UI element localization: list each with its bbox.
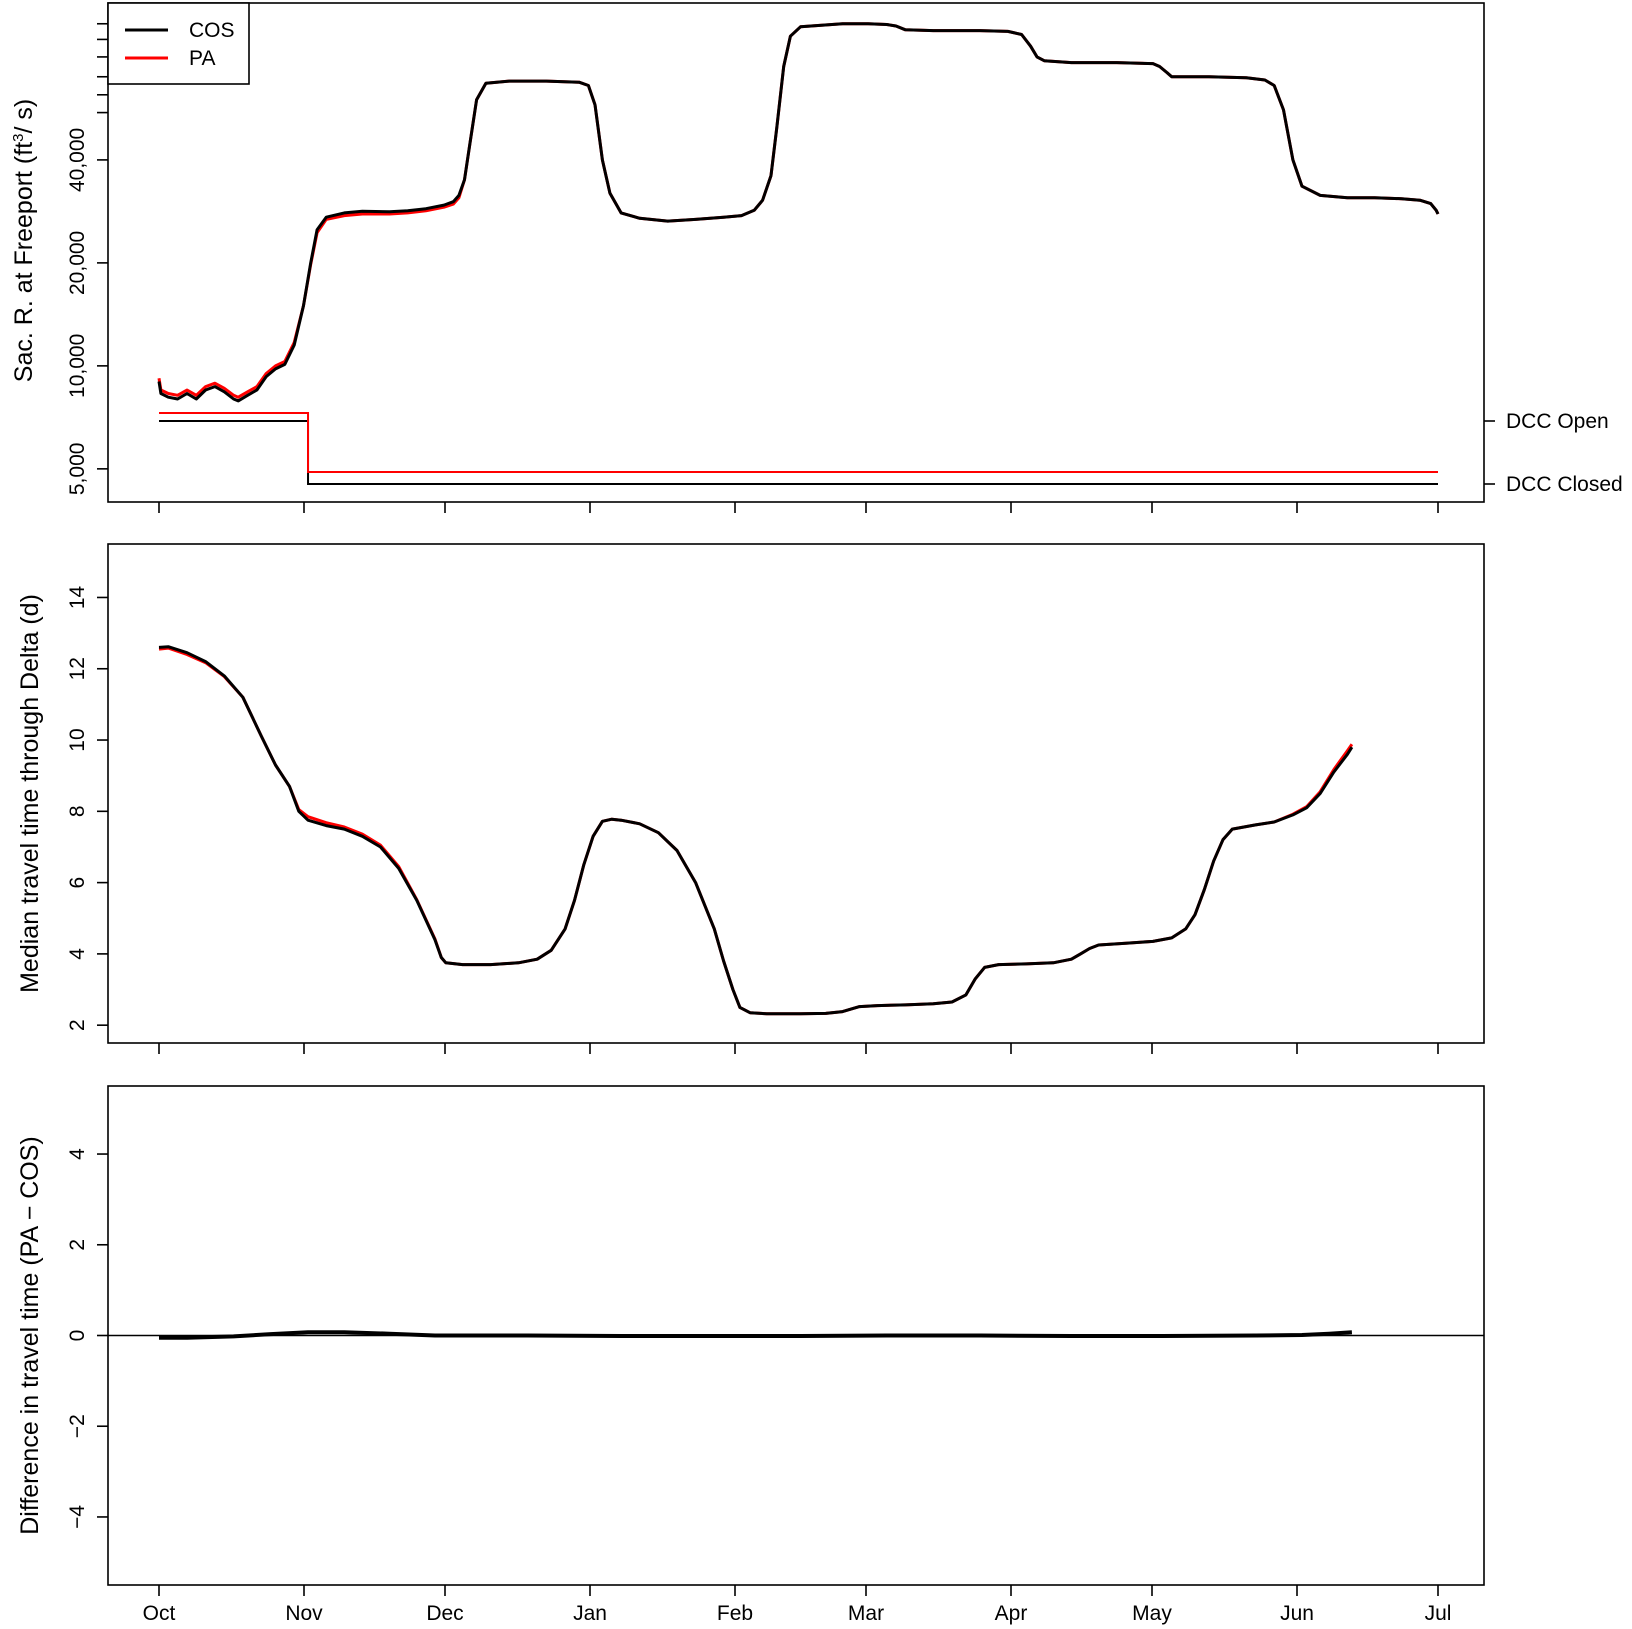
y-tick-label: 5,000 <box>66 443 89 496</box>
x-tick-label: Oct <box>143 1602 176 1625</box>
plot-frame <box>107 543 1485 1044</box>
y-axis-title: Sac. R. at Freeport (ft3/ s) <box>10 99 38 382</box>
y-tick-label: 2 <box>66 1239 89 1251</box>
y-tick-label: −4 <box>66 1505 89 1529</box>
y-tick-label: 10 <box>66 728 89 751</box>
y-axis-title-part: / s) <box>10 99 38 134</box>
x-tick-label: Mar <box>848 1602 884 1625</box>
y-tick-label: 10,000 <box>66 334 89 398</box>
plot-frame <box>107 2 1485 503</box>
panel-difference: Oct Nov Dec Jan Feb Mar Apr May Jun Jul −4 −2 0 2 4 Dif… <box>16 1085 1485 1625</box>
y-tick-label: −2 <box>66 1414 89 1438</box>
y-tick-label: 4 <box>66 1148 89 1160</box>
series-line-pa <box>157 22 1440 399</box>
y-tick-label: 0 <box>66 1330 89 1342</box>
dcc-line-pa <box>159 412 1438 473</box>
right-axis-label: DCC Closed <box>1506 473 1623 496</box>
right-axis-label: DCC Open <box>1506 410 1609 433</box>
y-axis-title: Difference in travel time (PA − COS) <box>16 1136 44 1535</box>
y-tick-label: 20,000 <box>66 231 89 295</box>
x-tick-label: Jul <box>1425 1602 1452 1625</box>
y-tick-label: 40,000 <box>66 128 89 192</box>
series-line-cos <box>158 645 1354 1016</box>
series-line-cos <box>157 22 1440 403</box>
x-tick-label: Nov <box>285 1602 323 1625</box>
panel-travel: 2 4 6 8 10 12 14 Median travel time through Del… <box>16 543 1485 1054</box>
legend-box <box>107 2 250 85</box>
x-tick-label: Jun <box>1280 1602 1314 1625</box>
y-axis-title: Median travel time through Delta (d) <box>16 594 44 993</box>
legend-label-cos: COS <box>189 19 235 42</box>
x-tick-label: Feb <box>717 1602 753 1625</box>
x-tick-label: Jan <box>573 1602 607 1625</box>
y-tick-label: 12 <box>66 657 89 680</box>
y-tick-label: 6 <box>66 877 89 889</box>
series-line-difference <box>159 1330 1353 1340</box>
x-tick-label: May <box>1132 1602 1172 1625</box>
y-axis-title-part: Sac. R. at Freeport (ft <box>10 142 38 382</box>
legend: COS PA <box>107 2 250 85</box>
y-tick-label: 14 <box>66 585 89 609</box>
legend-label-pa: PA <box>189 47 215 70</box>
y-tick-label: 4 <box>66 948 89 960</box>
y-tick-label: 2 <box>66 1019 89 1031</box>
dcc-line-cos <box>159 420 1438 485</box>
series-line-pa <box>158 646 1354 1016</box>
x-tick-label: Apr <box>995 1602 1028 1625</box>
y-axis-title-sup: 3 <box>10 134 27 142</box>
x-tick-label: Dec <box>426 1602 463 1625</box>
panel-flow: 5,000 10,000 20,000 40,000 Sac. R. at Freepo… <box>10 2 1623 513</box>
y-tick-label: 8 <box>66 805 89 817</box>
